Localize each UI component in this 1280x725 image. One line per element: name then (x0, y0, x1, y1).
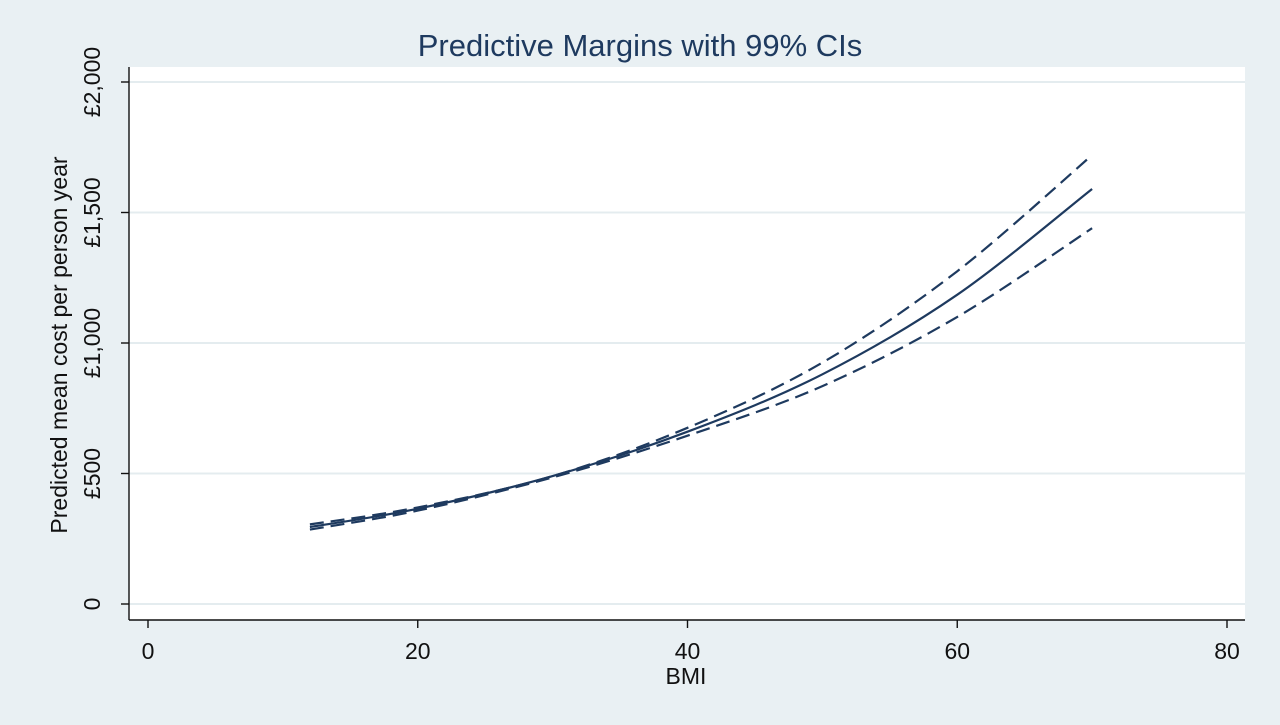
x-tick-label: 0 (142, 638, 155, 664)
ci-bound-line (309, 227, 1093, 531)
y-tick-label: £500 (79, 448, 105, 499)
y-tick-label: £1,500 (79, 177, 105, 247)
prediction-line (309, 188, 1093, 529)
x-tick-label: 60 (944, 638, 970, 664)
chart-title: Predictive Margins with 99% CIs (418, 28, 863, 63)
series-lines (309, 154, 1093, 531)
x-axis-label: BMI (666, 663, 707, 689)
axes: 0 £500 £1,000 £1,500 £2,000 0 20 40 60 80 (79, 47, 1245, 664)
y-tick-label: 0 (79, 598, 105, 611)
ci-bound-line (309, 154, 1093, 526)
y-axis-label: Predicted mean cost per person year (46, 156, 72, 533)
x-tick-label: 20 (405, 638, 431, 664)
y-tick-label: £2,000 (79, 47, 105, 117)
x-tick-label: 40 (675, 638, 701, 664)
y-tick-label: £1,000 (79, 308, 105, 378)
grid-lines (129, 81, 1245, 605)
x-tick-label: 80 (1214, 638, 1240, 664)
